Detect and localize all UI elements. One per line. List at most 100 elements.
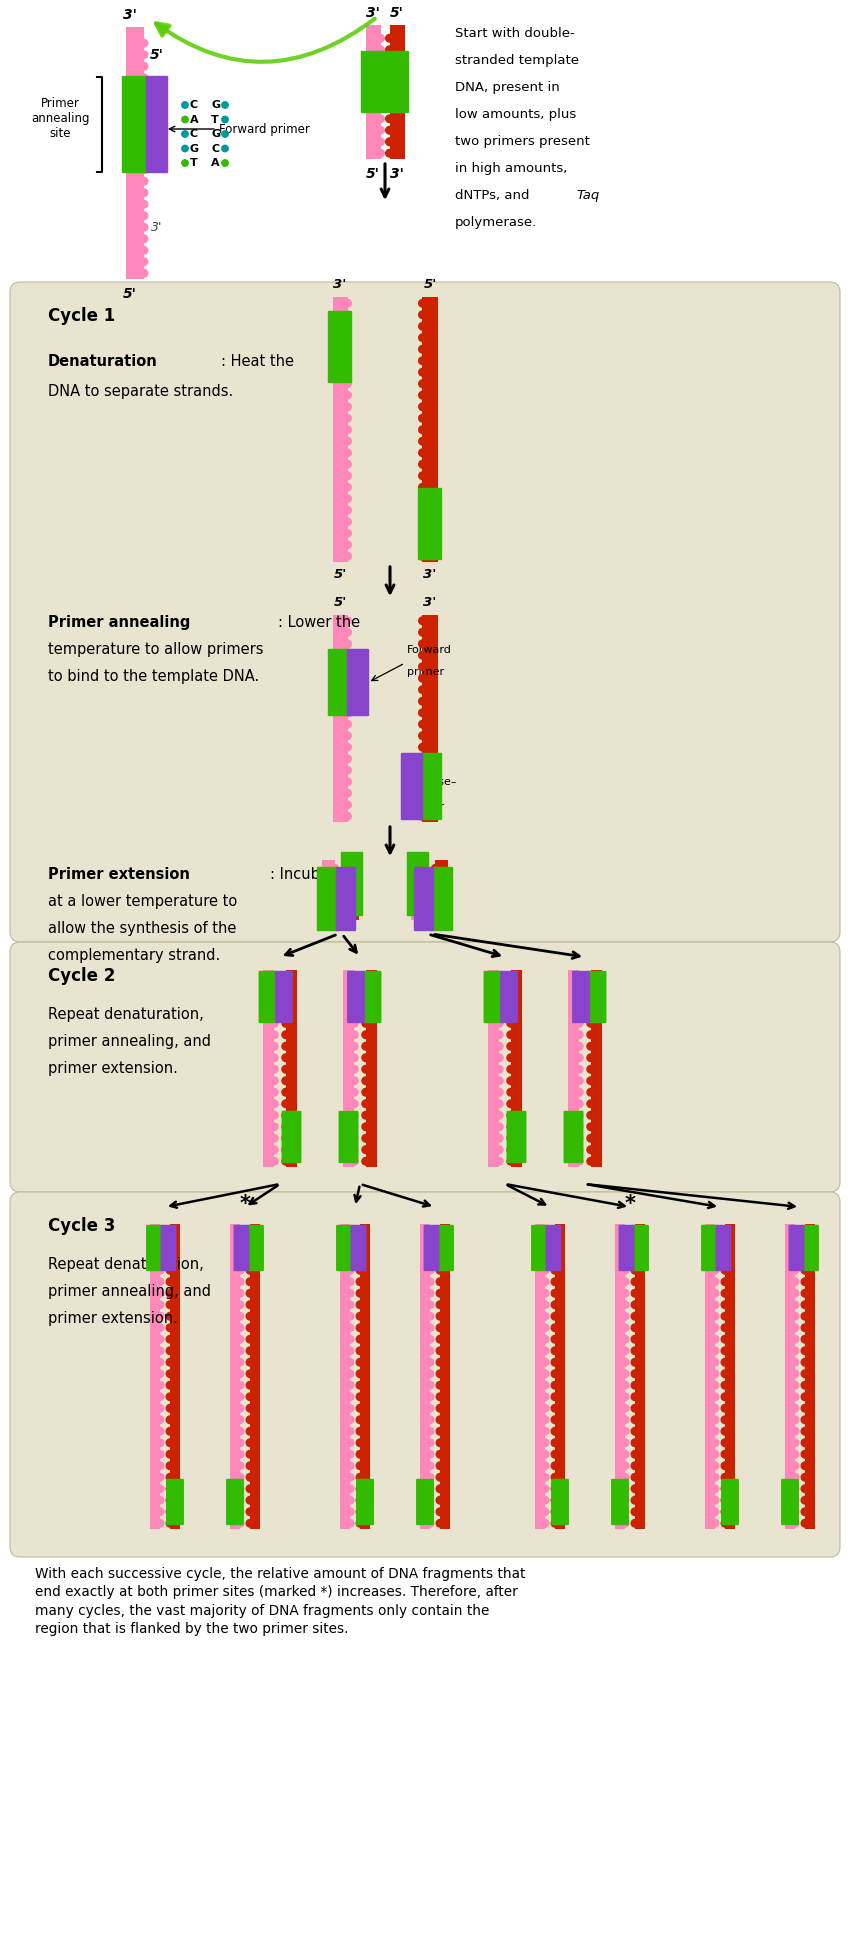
Circle shape bbox=[419, 790, 427, 796]
Circle shape bbox=[711, 1335, 719, 1342]
Circle shape bbox=[246, 1278, 254, 1286]
Circle shape bbox=[436, 1325, 444, 1331]
Circle shape bbox=[711, 1507, 719, 1515]
Circle shape bbox=[343, 529, 351, 537]
Circle shape bbox=[236, 1313, 244, 1319]
Circle shape bbox=[802, 1428, 809, 1435]
Circle shape bbox=[541, 1428, 549, 1435]
Circle shape bbox=[270, 1042, 278, 1050]
Circle shape bbox=[802, 1393, 809, 1400]
Bar bbox=[360, 1224, 370, 1528]
Circle shape bbox=[342, 910, 349, 918]
Circle shape bbox=[436, 1232, 444, 1240]
Circle shape bbox=[436, 1255, 444, 1263]
Circle shape bbox=[587, 1019, 594, 1027]
Circle shape bbox=[436, 1462, 444, 1470]
Circle shape bbox=[386, 138, 394, 145]
Circle shape bbox=[426, 1244, 434, 1251]
Text: allow the synthesis of the: allow the synthesis of the bbox=[48, 920, 236, 936]
Circle shape bbox=[426, 1507, 434, 1515]
Circle shape bbox=[791, 1474, 799, 1482]
Circle shape bbox=[621, 1302, 629, 1309]
Circle shape bbox=[621, 1325, 629, 1331]
Circle shape bbox=[507, 1158, 514, 1164]
Circle shape bbox=[282, 984, 290, 992]
Text: *: * bbox=[240, 1193, 251, 1214]
Circle shape bbox=[632, 1267, 639, 1275]
Circle shape bbox=[507, 1054, 514, 1061]
FancyBboxPatch shape bbox=[572, 970, 590, 1023]
Circle shape bbox=[575, 1158, 583, 1164]
Circle shape bbox=[167, 1244, 173, 1251]
Circle shape bbox=[575, 1089, 583, 1096]
Circle shape bbox=[270, 1135, 278, 1143]
Circle shape bbox=[140, 211, 148, 219]
Circle shape bbox=[156, 1267, 164, 1275]
Circle shape bbox=[721, 1381, 728, 1389]
Circle shape bbox=[791, 1486, 799, 1493]
Circle shape bbox=[496, 1158, 503, 1164]
FancyBboxPatch shape bbox=[166, 1478, 184, 1524]
Circle shape bbox=[721, 1302, 728, 1309]
FancyBboxPatch shape bbox=[10, 283, 840, 941]
Circle shape bbox=[721, 1255, 728, 1263]
Circle shape bbox=[362, 1030, 370, 1038]
Circle shape bbox=[236, 1497, 244, 1503]
Circle shape bbox=[356, 1369, 364, 1377]
Circle shape bbox=[436, 1497, 444, 1503]
Circle shape bbox=[632, 1255, 639, 1263]
Circle shape bbox=[632, 1369, 639, 1377]
Circle shape bbox=[356, 1416, 364, 1424]
Circle shape bbox=[419, 312, 427, 318]
Circle shape bbox=[711, 1462, 719, 1470]
Circle shape bbox=[419, 322, 427, 329]
Circle shape bbox=[419, 496, 427, 502]
Circle shape bbox=[711, 1497, 719, 1503]
Bar bbox=[321, 860, 335, 920]
Circle shape bbox=[167, 1428, 173, 1435]
Circle shape bbox=[270, 1089, 278, 1096]
Circle shape bbox=[621, 1335, 629, 1342]
Circle shape bbox=[343, 779, 351, 786]
Circle shape bbox=[282, 1077, 290, 1085]
Circle shape bbox=[621, 1451, 629, 1459]
Circle shape bbox=[167, 1404, 173, 1412]
Circle shape bbox=[222, 132, 228, 138]
Circle shape bbox=[791, 1244, 799, 1251]
Circle shape bbox=[342, 876, 349, 883]
Circle shape bbox=[621, 1232, 629, 1240]
Circle shape bbox=[343, 628, 351, 635]
Circle shape bbox=[356, 1346, 364, 1354]
Circle shape bbox=[541, 1439, 549, 1447]
FancyBboxPatch shape bbox=[531, 1224, 549, 1271]
Circle shape bbox=[331, 899, 338, 907]
Text: A: A bbox=[190, 114, 199, 124]
Circle shape bbox=[632, 1507, 639, 1515]
Circle shape bbox=[346, 1439, 354, 1447]
Circle shape bbox=[551, 1302, 558, 1309]
Circle shape bbox=[343, 322, 351, 329]
Text: stranded template: stranded template bbox=[455, 54, 579, 68]
Circle shape bbox=[621, 1416, 629, 1424]
FancyBboxPatch shape bbox=[586, 970, 606, 1023]
Circle shape bbox=[156, 1507, 164, 1515]
Circle shape bbox=[343, 312, 351, 318]
Text: Start with double-: Start with double- bbox=[455, 27, 575, 41]
Circle shape bbox=[551, 1474, 558, 1482]
Circle shape bbox=[721, 1451, 728, 1459]
Circle shape bbox=[167, 1497, 173, 1503]
Circle shape bbox=[377, 138, 384, 145]
Circle shape bbox=[346, 1393, 354, 1400]
Circle shape bbox=[156, 1462, 164, 1470]
Circle shape bbox=[621, 1393, 629, 1400]
Text: *: * bbox=[625, 1193, 636, 1214]
Circle shape bbox=[236, 1519, 244, 1526]
Circle shape bbox=[436, 1404, 444, 1412]
Text: Reverse–: Reverse– bbox=[407, 777, 457, 786]
Circle shape bbox=[541, 1381, 549, 1389]
Circle shape bbox=[587, 1147, 594, 1154]
Circle shape bbox=[246, 1507, 254, 1515]
Circle shape bbox=[621, 1313, 629, 1319]
Circle shape bbox=[802, 1416, 809, 1424]
Circle shape bbox=[575, 1019, 583, 1027]
